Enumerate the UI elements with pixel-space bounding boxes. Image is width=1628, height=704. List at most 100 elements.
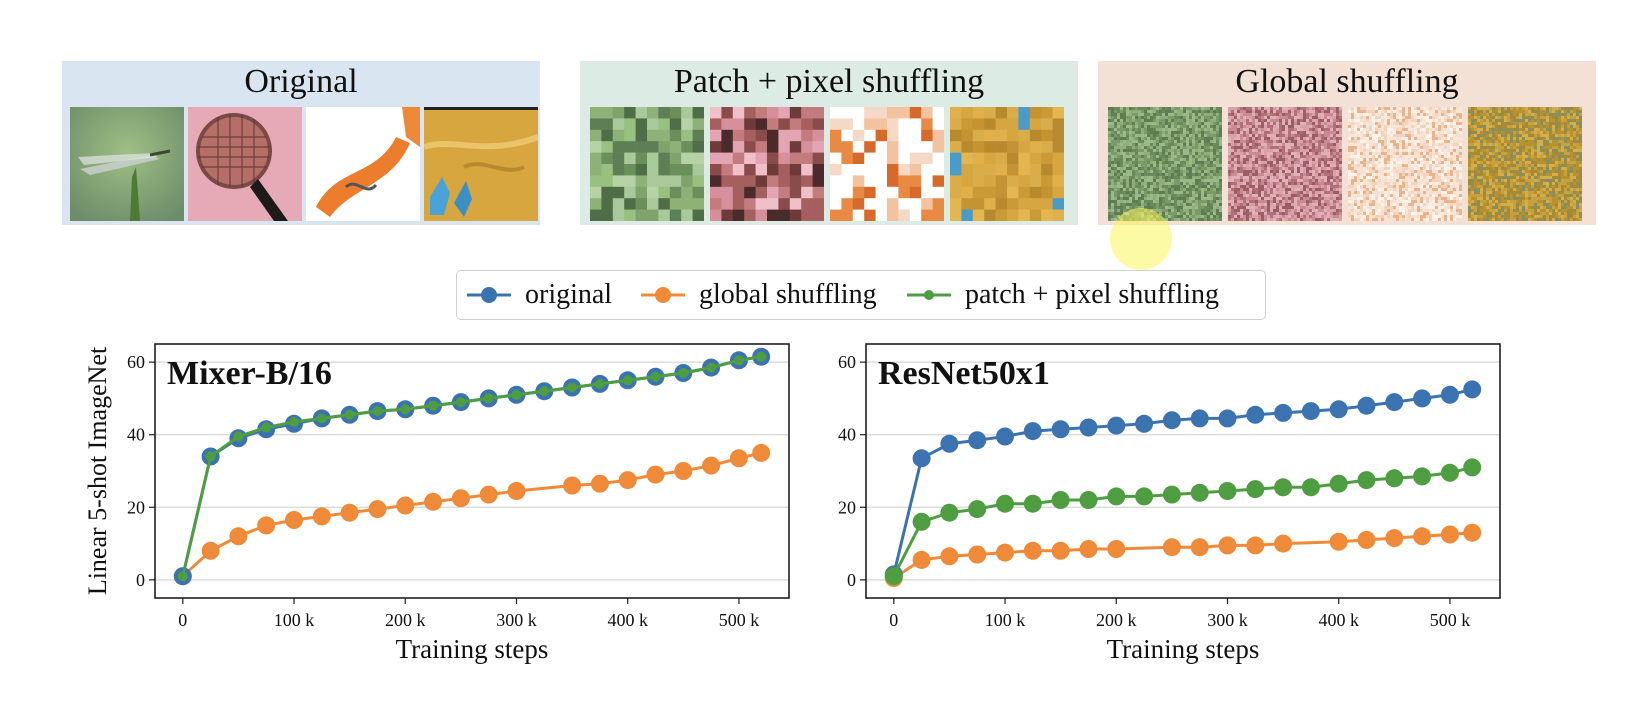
y-tick-label: 20 xyxy=(127,497,145,517)
point-global-shuffling xyxy=(285,511,303,529)
point-original xyxy=(1413,389,1432,408)
chart-title: Mixer-B/16 xyxy=(167,355,332,392)
point-global-shuffling xyxy=(996,543,1014,562)
legend-label: patch + pixel shuffling xyxy=(965,279,1220,310)
point-global-shuffling xyxy=(1218,536,1237,555)
panel-original: Original xyxy=(62,61,540,225)
series-line-original xyxy=(892,387,1473,575)
x-axis-label: Training steps xyxy=(396,634,549,664)
legend-label: global shuffling xyxy=(699,279,877,310)
thumbnail-dragonfly xyxy=(70,107,184,221)
point-original xyxy=(1023,422,1042,441)
plot-frame xyxy=(865,343,1501,599)
point-patch-pixel-shuffling xyxy=(205,451,216,462)
legend-marker-global xyxy=(641,287,685,303)
point-patch-pixel-shuffling xyxy=(233,431,244,442)
point-patch-pixel-shuffling xyxy=(968,500,987,519)
point-global-shuffling xyxy=(1357,530,1376,549)
point-original xyxy=(1440,385,1459,404)
point-global-shuffling xyxy=(940,547,959,566)
x-tick-label: 400 k xyxy=(1318,610,1359,630)
thumbnail-shuffled-gold xyxy=(950,107,1064,221)
point-global-shuffling xyxy=(312,507,331,526)
point-global-shuffling xyxy=(1190,538,1209,557)
legend-item-patch-pixel: patch + pixel shuffling xyxy=(905,271,1219,319)
point-patch-pixel-shuffling xyxy=(511,389,522,400)
point-global-shuffling xyxy=(451,489,470,508)
thumbnail-shuffled-orange-white xyxy=(830,107,944,221)
thumbnail-microphone xyxy=(188,107,302,221)
point-original xyxy=(912,449,931,468)
y-tick-label: 40 xyxy=(838,425,856,445)
point-patch-pixel-shuffling xyxy=(261,422,272,433)
point-patch-pixel-shuffling xyxy=(455,397,466,408)
point-original xyxy=(1162,411,1181,430)
point-patch-pixel-shuffling xyxy=(594,378,605,389)
thumbnail-corkscrew xyxy=(306,107,420,221)
point-original xyxy=(940,434,959,453)
point-global-shuffling xyxy=(618,471,637,490)
point-patch-pixel-shuffling xyxy=(1440,463,1459,482)
point-global-shuffling xyxy=(674,462,693,480)
point-global-shuffling xyxy=(702,456,721,475)
point-original xyxy=(996,427,1014,446)
point-patch-pixel-shuffling xyxy=(483,393,494,404)
point-original xyxy=(1246,405,1265,424)
point-patch-pixel-shuffling xyxy=(1274,478,1293,497)
point-global-shuffling xyxy=(1051,541,1070,560)
x-tick-label: 200 k xyxy=(385,610,426,630)
point-original xyxy=(1329,400,1348,419)
point-patch-pixel-shuffling xyxy=(733,355,744,366)
chart-resnet: 0 20 40 60 0 100 k 200 k 300 k 400 k 500 k ResNet5… xyxy=(838,343,1501,664)
y-tick-label: 60 xyxy=(127,352,145,372)
y-tick-label: 0 xyxy=(136,570,145,590)
x-tick-label: 100 k xyxy=(985,610,1026,630)
point-patch-pixel-shuffling xyxy=(1190,483,1209,502)
point-patch-pixel-shuffling xyxy=(650,371,661,382)
thumbnail-shuffled-pink xyxy=(710,107,824,221)
x-tick-label: 400 k xyxy=(607,610,648,630)
point-global-shuffling xyxy=(563,476,582,495)
point-global-shuffling xyxy=(424,492,443,511)
point-patch-pixel-shuffling xyxy=(289,417,299,427)
point-patch-pixel-shuffling xyxy=(1218,482,1237,500)
point-global-shuffling xyxy=(201,541,220,560)
point-patch-pixel-shuffling xyxy=(539,386,550,397)
point-patch-pixel-shuffling xyxy=(177,571,188,582)
point-global-shuffling xyxy=(1162,538,1181,557)
thumbnail-noise-cream xyxy=(1348,107,1462,221)
point-global-shuffling xyxy=(752,443,771,462)
x-tick-label: 100 k xyxy=(274,610,315,630)
point-original xyxy=(1218,409,1237,428)
point-global-shuffling xyxy=(340,503,359,522)
y-axis-label: Linear 5-shot ImageNet xyxy=(83,346,112,595)
point-original xyxy=(1051,420,1070,439)
panel-title: Original xyxy=(244,63,358,100)
panel-title: Global shuffling xyxy=(1235,63,1459,100)
point-patch-pixel-shuffling xyxy=(1051,491,1070,509)
point-original xyxy=(1135,414,1154,433)
panel-global-shuffling: Global shuffling xyxy=(1098,61,1596,225)
plot-frame xyxy=(154,343,790,599)
point-global-shuffling xyxy=(479,485,498,504)
point-patch-pixel-shuffling xyxy=(1246,480,1265,499)
point-patch-pixel-shuffling xyxy=(706,362,717,373)
thumbnail-noise-green xyxy=(1108,107,1222,221)
point-global-shuffling xyxy=(912,550,931,569)
point-original xyxy=(1107,416,1126,435)
y-tick-label: 60 xyxy=(838,352,856,372)
thumbnail-gloves-sand xyxy=(424,107,538,221)
point-original xyxy=(1274,403,1293,422)
panel-title: Patch + pixel shuffling xyxy=(673,63,985,100)
x-tick-label: 0 xyxy=(889,610,898,630)
x-tick-label: 500 k xyxy=(719,610,760,630)
point-patch-pixel-shuffling xyxy=(1107,487,1126,506)
point-global-shuffling xyxy=(1079,540,1098,558)
point-global-shuffling xyxy=(1413,527,1432,546)
x-tick-label: 300 k xyxy=(1207,610,1248,630)
point-patch-pixel-shuffling xyxy=(1162,485,1181,504)
point-global-shuffling xyxy=(590,474,609,493)
y-tick-label: 0 xyxy=(847,570,856,590)
point-global-shuffling xyxy=(646,465,665,484)
point-patch-pixel-shuffling xyxy=(567,382,578,393)
